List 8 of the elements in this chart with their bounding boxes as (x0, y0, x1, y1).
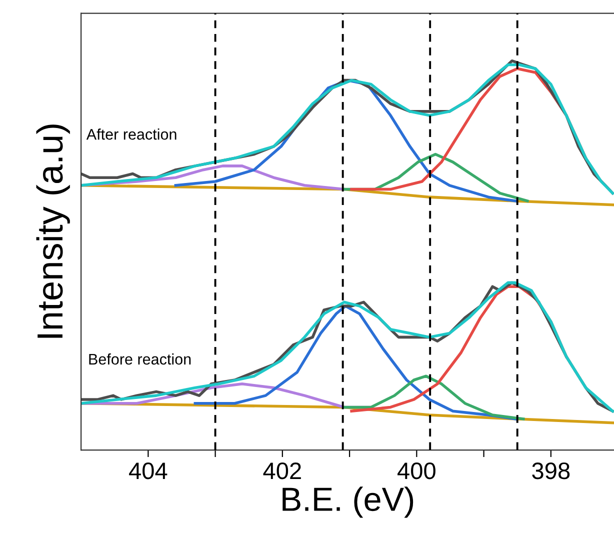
annotation: After reaction (86, 128, 176, 140)
x-tick-label: 400 (398, 462, 436, 480)
x-tick-label: 402 (263, 462, 301, 480)
x-axis-title: B.E. (eV) (282, 486, 414, 518)
y-axis-title: Intensity (a.u) (36, 124, 70, 338)
annotation: Before reaction (89, 353, 191, 365)
x-tick-label: 404 (129, 462, 168, 480)
x-tick-label: 398 (532, 462, 570, 480)
